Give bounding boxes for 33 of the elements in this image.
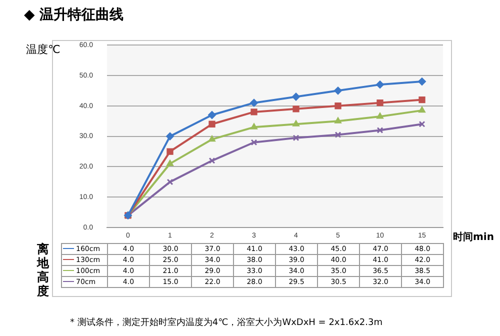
point (250, 123, 258, 130)
text: * 测试条件，测定开始时室内温度为4℃，浴室大小为WxDxH = 2x1.6x2.3m (70, 316, 382, 329)
point (376, 99, 384, 106)
point (292, 92, 300, 101)
point (292, 120, 300, 126)
point (166, 178, 174, 186)
point (208, 110, 216, 119)
point (292, 106, 300, 112)
point (334, 117, 342, 124)
point (250, 108, 258, 116)
point (376, 112, 384, 119)
point (418, 120, 426, 128)
point (418, 96, 426, 104)
point (208, 135, 216, 142)
point (334, 102, 342, 110)
point (166, 132, 174, 140)
point (292, 134, 300, 142)
point (208, 120, 216, 128)
point (334, 86, 342, 95)
chart-title: ◆ 温升特征曲线 (24, 6, 124, 24)
x-axis-title: 时间min (453, 230, 494, 244)
y-axis-title: 温度℃ (26, 42, 60, 57)
point (250, 98, 258, 107)
point (418, 106, 426, 113)
point (166, 160, 174, 166)
point (334, 132, 342, 138)
point (376, 80, 384, 89)
point (418, 78, 426, 86)
point (166, 148, 174, 155)
point (250, 139, 258, 146)
point (376, 126, 384, 134)
point (208, 157, 216, 164)
legend-title: 离地高度 (36, 242, 50, 298)
